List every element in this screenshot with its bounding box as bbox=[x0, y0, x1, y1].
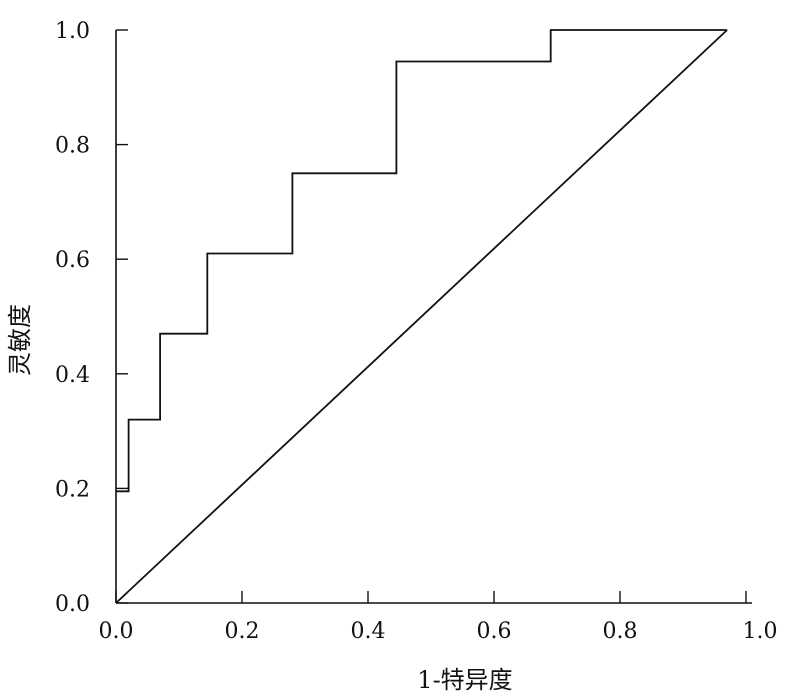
y-tick-label: 0.6 bbox=[55, 248, 90, 273]
roc-curve-line bbox=[116, 29, 728, 493]
x-tick-label: 1.0 bbox=[743, 619, 778, 644]
y-tick-label: 0.4 bbox=[55, 363, 90, 388]
x-tick-label: 0.0 bbox=[99, 619, 134, 644]
plot-area bbox=[115, 29, 728, 604]
x-axis-ticks: 0.0 0.2 0.4 0.6 0.8 1.0 bbox=[99, 591, 778, 644]
x-tick-label: 0.6 bbox=[477, 619, 512, 644]
y-tick-label: 0.2 bbox=[55, 477, 90, 502]
y-axis-label: 灵敏度 bbox=[6, 304, 34, 376]
x-tick-label: 0.2 bbox=[225, 619, 260, 644]
y-tick-label: 0.8 bbox=[55, 134, 90, 159]
x-tick-label: 0.8 bbox=[603, 619, 638, 644]
y-tick-label: 0.0 bbox=[55, 592, 90, 617]
reference-diagonal-line bbox=[115, 29, 728, 604]
x-axis-label: 1-特异度 bbox=[417, 666, 512, 693]
chart-axes bbox=[115, 30, 752, 604]
y-axis-ticks: 0.0 0.2 0.4 0.6 0.8 1.0 bbox=[55, 19, 128, 617]
x-tick-label: 0.4 bbox=[351, 619, 386, 644]
y-tick-label: 1.0 bbox=[55, 19, 90, 44]
